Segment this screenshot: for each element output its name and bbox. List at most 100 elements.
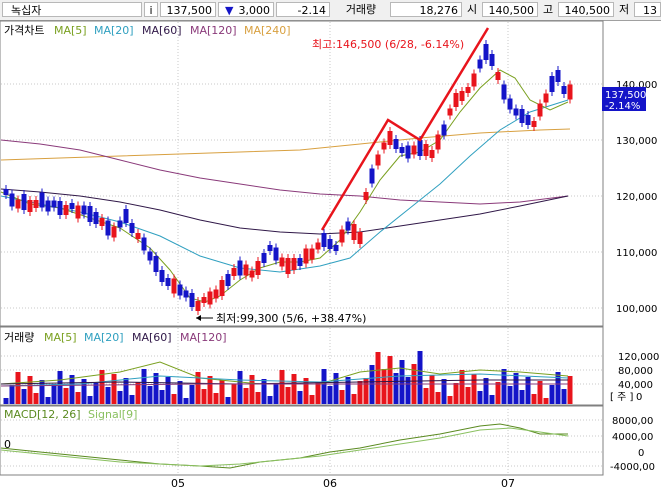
candle[interactable] (207, 291, 213, 305)
volume-bar[interactable] (489, 395, 495, 404)
candle[interactable] (417, 140, 423, 156)
volume-bar[interactable] (477, 391, 483, 404)
candle[interactable] (321, 233, 327, 247)
candle[interactable] (357, 232, 363, 244)
candle[interactable] (3, 189, 9, 195)
candle[interactable] (537, 103, 543, 117)
candle[interactable] (303, 248, 309, 264)
candle[interactable] (387, 131, 393, 145)
volume-bar[interactable] (465, 387, 471, 404)
candle[interactable] (333, 245, 339, 251)
candle[interactable] (171, 278, 177, 294)
candle[interactable] (75, 205, 81, 219)
volume-bar[interactable] (309, 395, 315, 404)
volume-bar[interactable] (405, 377, 411, 404)
candle[interactable] (501, 84, 507, 100)
volume-bar[interactable] (75, 392, 81, 404)
volume-bar[interactable] (357, 381, 363, 404)
volume-bar[interactable] (63, 388, 69, 404)
candle[interactable] (231, 268, 237, 276)
volume-bar[interactable] (105, 387, 111, 404)
volume-bar[interactable] (555, 372, 561, 404)
candle[interactable] (369, 168, 375, 184)
candle[interactable] (405, 145, 411, 159)
volume-bar[interactable] (495, 382, 501, 404)
candle[interactable] (9, 193, 15, 207)
stock-chart[interactable]: 최고:146,500 (6/28, -6.14%) 최저:99,300 (5/6… (0, 20, 661, 491)
candle[interactable] (435, 134, 441, 150)
volume-bar[interactable] (27, 376, 33, 404)
volume-bar[interactable] (333, 373, 339, 404)
volume-bar[interactable] (441, 379, 447, 404)
volume-bar[interactable] (51, 384, 57, 404)
volume-bar[interactable] (15, 372, 21, 404)
volume-bar[interactable] (447, 396, 453, 404)
volume-bar[interactable] (21, 389, 27, 404)
volume-bar[interactable] (249, 375, 255, 404)
candle[interactable] (315, 242, 321, 250)
candle[interactable] (477, 59, 483, 69)
candle[interactable] (105, 220, 111, 236)
candle[interactable] (123, 209, 129, 223)
volume-bar[interactable] (273, 383, 279, 404)
volume-bar[interactable] (225, 397, 231, 404)
volume-bar[interactable] (429, 375, 435, 404)
candle[interactable] (27, 200, 33, 212)
candle[interactable] (567, 84, 573, 100)
candle[interactable] (495, 72, 501, 80)
volume-bar[interactable] (459, 370, 465, 404)
candle[interactable] (423, 144, 429, 156)
volume-bar[interactable] (99, 370, 105, 404)
volume-bar[interactable] (567, 376, 573, 404)
volume-bar[interactable] (261, 379, 267, 404)
candle[interactable] (63, 205, 69, 215)
candle[interactable] (561, 86, 567, 94)
volume-bar[interactable] (303, 378, 309, 404)
volume-bar[interactable] (45, 397, 51, 404)
volume-bar[interactable] (417, 351, 423, 404)
candle[interactable] (147, 251, 153, 261)
volume-bar[interactable] (279, 370, 285, 404)
candle[interactable] (249, 270, 255, 278)
volume-bar[interactable] (123, 378, 129, 404)
volume-bar[interactable] (321, 369, 327, 404)
candle[interactable] (291, 258, 297, 270)
volume-bar[interactable] (93, 383, 99, 404)
candle[interactable] (267, 245, 273, 251)
volume-bar[interactable] (327, 386, 333, 404)
candle[interactable] (429, 150, 435, 158)
candle[interactable] (399, 147, 405, 153)
candle[interactable] (543, 93, 549, 103)
candle[interactable] (549, 76, 555, 92)
volume-bar[interactable] (207, 376, 213, 404)
candle[interactable] (261, 253, 267, 263)
volume-bar[interactable] (531, 394, 537, 404)
candle[interactable] (513, 108, 519, 116)
volume-bar[interactable] (177, 381, 183, 404)
volume-bar[interactable] (543, 398, 549, 404)
candle[interactable] (165, 278, 171, 286)
candle[interactable] (273, 247, 279, 261)
candle[interactable] (243, 264, 249, 276)
stock-name-field[interactable]: 녹십자 (2, 2, 142, 17)
candle[interactable] (363, 192, 369, 200)
volume-bar[interactable] (363, 378, 369, 404)
candle[interactable] (93, 212, 99, 224)
volume-bar[interactable] (393, 373, 399, 404)
candle[interactable] (411, 145, 417, 155)
volume-bar[interactable] (153, 373, 159, 404)
candle[interactable] (183, 290, 189, 298)
candle[interactable] (57, 201, 63, 215)
candle[interactable] (351, 224, 357, 240)
candle[interactable] (39, 192, 45, 208)
candle[interactable] (81, 205, 87, 215)
candle[interactable] (255, 261, 261, 275)
volume-bar[interactable] (549, 385, 555, 404)
volume-bar[interactable] (9, 385, 15, 404)
candle[interactable] (129, 223, 135, 233)
candle[interactable] (69, 203, 75, 209)
volume-bar[interactable] (33, 393, 39, 404)
candle[interactable] (213, 289, 219, 299)
volume-bar[interactable] (453, 383, 459, 404)
volume-bar[interactable] (213, 393, 219, 404)
